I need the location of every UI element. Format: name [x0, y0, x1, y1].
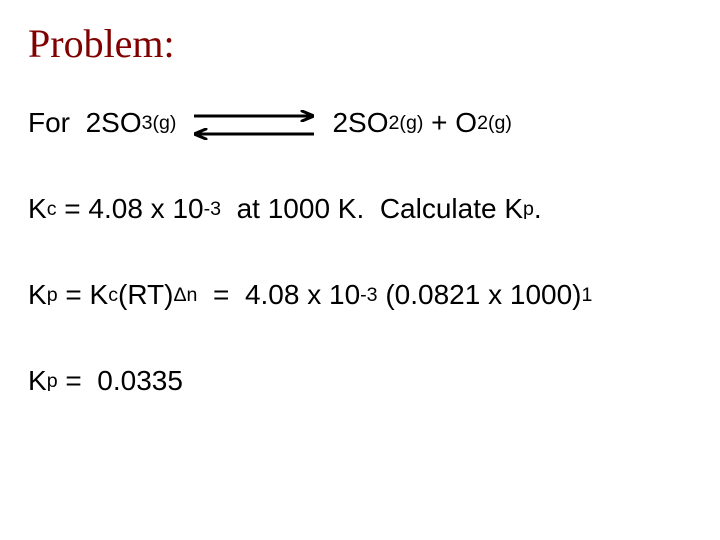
kp-kc-symbol: K [90, 279, 109, 311]
kp-eq-1: = [58, 279, 90, 311]
kp-rt: (RT) [118, 279, 173, 311]
kp-result-line: K p = 0.0335 [28, 365, 692, 397]
lhs-species: SO [101, 107, 141, 139]
kc-end: . [534, 193, 542, 225]
kp-symbol-1: K [28, 279, 47, 311]
rhs1-species: SO [348, 107, 388, 139]
kp-paren: (0.0821 x 1000) [378, 279, 582, 311]
reaction-for: For [28, 107, 86, 139]
lhs-coef: 2 [86, 107, 102, 139]
kc-line: K c = 4.08 x 10 -3 at 1000 K. Calculate … [28, 193, 692, 225]
rhs2-species: O [455, 107, 477, 139]
kc-mid: at 1000 K. Calculate K [221, 193, 523, 225]
kp-result-value: 0.0335 [97, 365, 183, 397]
kp-formula-line: K p = K c (RT) Δn = 4.08 x 10 -3 (0.0821… [28, 279, 692, 311]
kc-base: 4.08 x 10 [88, 193, 203, 225]
kp-eq-2: = [197, 279, 244, 311]
plus-sign: + [423, 107, 455, 139]
kp-eq-3: = [58, 365, 98, 397]
rhs1-coef: 2 [332, 107, 348, 139]
kc-symbol: K [28, 193, 47, 225]
reaction-equation: For 2 SO 3(g) 2 SO 2(g) + O 2(g) [28, 107, 692, 139]
page-title: Problem: [28, 20, 692, 67]
kc-eq: = [56, 193, 88, 225]
kp-val-base: 4.08 x 10 [245, 279, 360, 311]
kp-symbol-2: K [28, 365, 47, 397]
equilibrium-arrow-icon [194, 110, 314, 140]
